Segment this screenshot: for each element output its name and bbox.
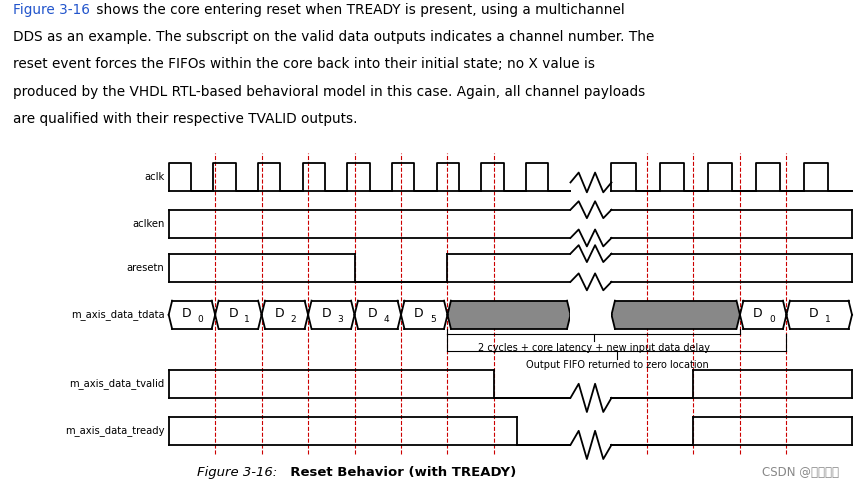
Polygon shape <box>169 301 215 329</box>
Text: 2 cycles + core latency + new input data delay: 2 cycles + core latency + new input data… <box>477 343 709 353</box>
Text: D: D <box>228 307 238 320</box>
Text: m_axis_data_tdata: m_axis_data_tdata <box>71 309 164 320</box>
Text: 4: 4 <box>383 315 389 324</box>
Polygon shape <box>786 301 852 329</box>
Text: 3: 3 <box>337 315 343 324</box>
Text: Figure 3-16:: Figure 3-16: <box>196 466 277 479</box>
Polygon shape <box>355 301 401 329</box>
Text: shows the core entering reset when TREADY is present, using a multichannel: shows the core entering reset when TREAD… <box>92 3 625 17</box>
Text: D: D <box>275 307 285 320</box>
Text: D: D <box>182 307 191 320</box>
Text: 2: 2 <box>291 315 297 324</box>
Text: m_axis_data_tvalid: m_axis_data_tvalid <box>69 378 164 389</box>
Text: D: D <box>321 307 331 320</box>
Text: 5: 5 <box>430 315 436 324</box>
Text: 1: 1 <box>244 315 250 324</box>
Bar <box>571 297 612 332</box>
Text: aclk: aclk <box>144 172 164 182</box>
Polygon shape <box>308 301 355 329</box>
Text: D: D <box>810 307 819 320</box>
Text: Figure 3-16: Figure 3-16 <box>13 3 90 17</box>
Polygon shape <box>740 301 786 329</box>
Polygon shape <box>215 301 261 329</box>
Text: D: D <box>368 307 377 320</box>
Text: CSDN @青青豌豆: CSDN @青青豌豆 <box>762 466 839 479</box>
Text: m_axis_data_tready: m_axis_data_tready <box>65 425 164 436</box>
Text: aresetn: aresetn <box>126 263 164 273</box>
Text: are qualified with their respective TVALID outputs.: are qualified with their respective TVAL… <box>13 112 357 126</box>
Text: Output FIFO returned to zero location: Output FIFO returned to zero location <box>526 360 708 370</box>
Polygon shape <box>401 301 447 329</box>
Text: D: D <box>753 307 763 320</box>
Text: DDS as an example. The subscript on the valid data outputs indicates a channel n: DDS as an example. The subscript on the … <box>13 30 654 44</box>
Text: Reset Behavior (with TREADY): Reset Behavior (with TREADY) <box>281 466 516 479</box>
Polygon shape <box>447 301 571 329</box>
Text: 1: 1 <box>825 315 830 324</box>
Polygon shape <box>612 301 740 329</box>
Text: D: D <box>414 307 424 320</box>
Text: 0: 0 <box>769 315 775 324</box>
Polygon shape <box>261 301 308 329</box>
Text: reset event forces the FIFOs within the core back into their initial state; no X: reset event forces the FIFOs within the … <box>13 57 595 72</box>
Text: aclken: aclken <box>132 219 164 229</box>
Text: produced by the VHDL RTL-based behavioral model in this case. Again, all channel: produced by the VHDL RTL-based behaviora… <box>13 85 645 98</box>
Text: 0: 0 <box>198 315 203 324</box>
